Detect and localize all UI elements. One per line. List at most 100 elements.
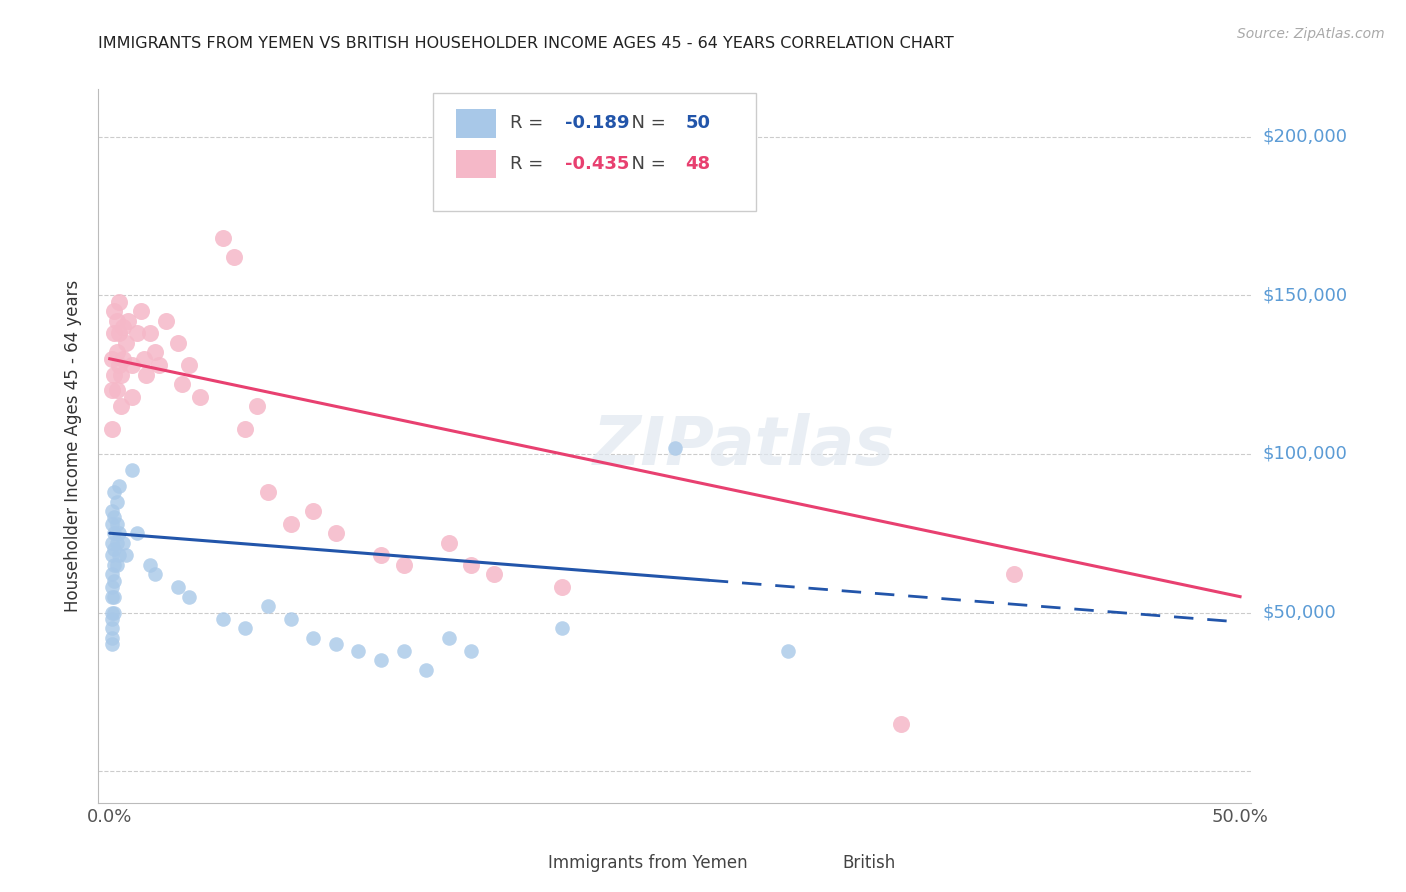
Point	[664, 441, 686, 455]
Point	[347, 643, 370, 657]
Point	[101, 567, 124, 582]
Point	[392, 558, 415, 572]
Text: $150,000: $150,000	[1263, 286, 1347, 304]
Point	[139, 326, 162, 341]
Point	[101, 637, 124, 651]
Point	[211, 231, 233, 245]
Point	[103, 510, 125, 524]
Point	[105, 345, 128, 359]
Point	[131, 304, 153, 318]
Point	[166, 580, 188, 594]
Point	[135, 368, 157, 382]
Point	[101, 351, 124, 366]
Point	[101, 516, 124, 531]
Point	[148, 358, 170, 372]
Text: $50,000: $50,000	[1263, 604, 1336, 622]
Point	[105, 558, 128, 572]
Text: Source: ZipAtlas.com: Source: ZipAtlas.com	[1237, 27, 1385, 41]
Point	[776, 643, 799, 657]
Point	[103, 574, 125, 588]
Point	[103, 526, 125, 541]
Point	[302, 504, 325, 518]
Point	[103, 368, 125, 382]
Point	[114, 335, 136, 350]
Point	[257, 485, 280, 500]
Point	[101, 590, 124, 604]
Text: R =: R =	[510, 155, 548, 173]
Point	[121, 390, 143, 404]
Point	[107, 358, 129, 372]
FancyBboxPatch shape	[433, 93, 755, 211]
Point	[101, 612, 124, 626]
Point	[125, 526, 148, 541]
Point	[101, 631, 124, 645]
Point	[103, 304, 125, 318]
Point	[101, 421, 124, 435]
Point	[222, 250, 245, 264]
Point	[139, 558, 162, 572]
Point	[103, 558, 125, 572]
Text: IMMIGRANTS FROM YEMEN VS BRITISH HOUSEHOLDER INCOME AGES 45 - 64 YEARS CORRELATI: IMMIGRANTS FROM YEMEN VS BRITISH HOUSEHO…	[98, 36, 955, 51]
Point	[103, 326, 125, 341]
Point	[302, 631, 325, 645]
Text: -0.189: -0.189	[565, 114, 630, 132]
Point	[105, 384, 128, 398]
Point	[280, 612, 302, 626]
Point	[112, 351, 135, 366]
Point	[101, 606, 124, 620]
Point	[166, 335, 188, 350]
Point	[132, 351, 155, 366]
Point	[551, 621, 574, 635]
Point	[103, 606, 125, 620]
Point	[370, 653, 392, 667]
Point	[188, 390, 211, 404]
Point	[101, 535, 124, 549]
FancyBboxPatch shape	[491, 850, 534, 877]
FancyBboxPatch shape	[456, 150, 496, 178]
Point	[170, 377, 193, 392]
Point	[437, 631, 460, 645]
Point	[143, 567, 166, 582]
Point	[105, 314, 128, 328]
Point	[101, 621, 124, 635]
Point	[325, 526, 347, 541]
Point	[107, 326, 129, 341]
Text: 48: 48	[685, 155, 710, 173]
Point	[143, 345, 166, 359]
Point	[121, 463, 143, 477]
Point	[551, 580, 574, 594]
Point	[101, 504, 124, 518]
FancyBboxPatch shape	[785, 850, 828, 877]
Point	[235, 421, 257, 435]
Point	[103, 542, 125, 557]
Point	[890, 716, 912, 731]
Text: -0.435: -0.435	[565, 155, 630, 173]
Text: 50: 50	[685, 114, 710, 132]
Point	[437, 535, 460, 549]
Text: $200,000: $200,000	[1263, 128, 1347, 145]
Point	[125, 326, 148, 341]
Point	[110, 368, 132, 382]
Point	[235, 621, 257, 635]
Point	[101, 384, 124, 398]
Point	[177, 358, 200, 372]
Point	[103, 485, 125, 500]
Point	[114, 549, 136, 563]
Point	[101, 549, 124, 563]
Point	[482, 567, 505, 582]
Point	[415, 663, 437, 677]
Point	[460, 558, 482, 572]
Point	[105, 516, 128, 531]
Y-axis label: Householder Income Ages 45 - 64 years: Householder Income Ages 45 - 64 years	[65, 280, 83, 612]
Point	[1002, 567, 1025, 582]
Text: R =: R =	[510, 114, 548, 132]
Point	[155, 314, 177, 328]
Point	[325, 637, 347, 651]
Text: $100,000: $100,000	[1263, 445, 1347, 463]
Text: N =: N =	[620, 155, 671, 173]
Point	[460, 643, 482, 657]
Point	[110, 400, 132, 414]
Text: ZIPatlas: ZIPatlas	[593, 413, 896, 479]
Point	[117, 314, 139, 328]
FancyBboxPatch shape	[456, 109, 496, 137]
